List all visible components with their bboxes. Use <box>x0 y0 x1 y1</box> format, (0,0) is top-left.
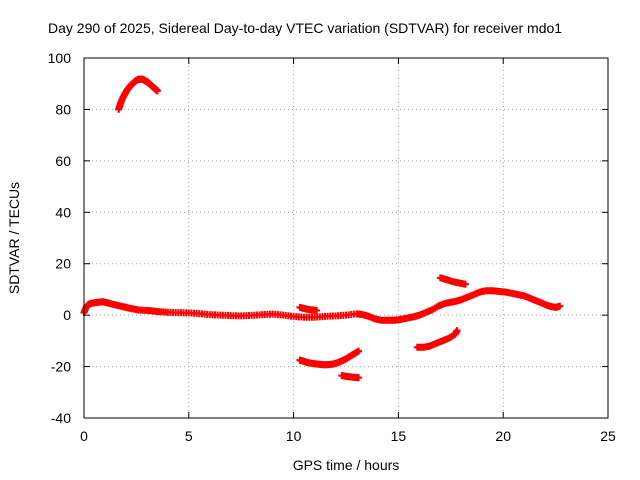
chart-title: Day 290 of 2025, Sidereal Day-to-day VTE… <box>48 20 562 36</box>
data-point <box>153 87 161 95</box>
y-axis-label: SDTVAR / TECUs <box>6 182 22 294</box>
x-tick-label: 25 <box>600 428 616 444</box>
x-tick-label: 10 <box>286 428 302 444</box>
y-tick-label: -40 <box>51 410 71 426</box>
series-upper-segment-17 <box>436 274 469 288</box>
data-point <box>556 302 564 310</box>
data-point <box>313 307 321 315</box>
data-point <box>355 347 363 355</box>
x-tick-label: 20 <box>495 428 511 444</box>
y-tick-label: 60 <box>55 153 71 169</box>
y-tick-label: 100 <box>48 50 72 66</box>
x-tick-label: 15 <box>391 428 407 444</box>
x-tick-label: 5 <box>185 428 193 444</box>
data-points <box>80 75 564 382</box>
series-dip <box>296 347 363 369</box>
data-point <box>355 374 363 382</box>
series-low-segment-13 <box>338 372 363 382</box>
data-point <box>453 327 461 335</box>
data-point <box>461 280 469 288</box>
axis-ticks: 0 5 10 15 20 25 -40 -20 0 20 40 60 80 100 <box>48 50 616 444</box>
y-tick-label: 0 <box>63 307 71 323</box>
x-axis-label: GPS time / hours <box>293 457 400 473</box>
series-spike <box>115 75 161 113</box>
y-tick-label: 20 <box>55 256 71 272</box>
grid <box>84 58 608 418</box>
y-tick-label: 40 <box>55 204 71 220</box>
series-main <box>80 287 564 324</box>
y-tick-label: 80 <box>55 101 71 117</box>
series-negative-16-18 <box>413 327 461 351</box>
y-tick-label: -20 <box>51 359 71 375</box>
plot-frame <box>83 57 609 419</box>
series-upper-segment-10 <box>296 303 321 315</box>
x-tick-label: 0 <box>80 428 88 444</box>
